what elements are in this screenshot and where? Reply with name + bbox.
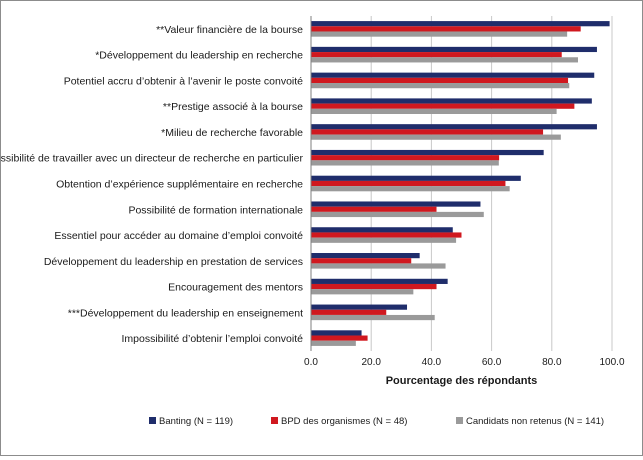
category-label: Impossibilité d’obtenir l’emploi convoit… xyxy=(121,333,303,345)
bar xyxy=(311,283,437,290)
category-label: Obtention d’expérience supplémentaire en… xyxy=(56,179,303,191)
bar xyxy=(311,263,446,269)
category-labels: **Valeur financière de la bourse *Dévelop… xyxy=(0,24,303,345)
category-label: Potentiel accru d’obtenir à l’avenir le … xyxy=(64,75,303,87)
legend-swatch xyxy=(271,417,278,424)
x-tick-labels: 0.0 20.0 40.0 60.0 80.0 100.0 xyxy=(304,357,625,368)
bar xyxy=(311,340,356,346)
bar xyxy=(311,258,412,264)
bar xyxy=(311,304,408,310)
category-label: *Développement du leadership en recherch… xyxy=(95,50,303,62)
bar xyxy=(311,57,578,63)
bar xyxy=(311,52,562,58)
bar xyxy=(311,149,544,156)
bar xyxy=(311,77,569,84)
bar xyxy=(311,180,506,187)
x-tick-label: 0.0 xyxy=(304,357,318,368)
category-label: ***Développement du leadership en enseig… xyxy=(68,307,303,319)
x-axis-label: Pourcentage des répondants xyxy=(386,375,538,387)
bar xyxy=(311,31,568,37)
legend-label: BPD des organismes (N = 48) xyxy=(281,416,407,427)
legend-label: Candidats non retenus (N = 141) xyxy=(466,416,604,427)
bars xyxy=(311,21,610,346)
bar xyxy=(311,98,592,104)
bar xyxy=(311,227,453,233)
bar xyxy=(311,46,597,53)
bar xyxy=(311,134,561,140)
bar xyxy=(311,155,500,161)
category-label: *Possibilité de travailler avec un direc… xyxy=(1,153,303,165)
bar xyxy=(311,124,597,130)
x-tick-label: 60.0 xyxy=(482,357,502,368)
legend: Banting (N = 119) BPD des organismes (N =… xyxy=(149,416,604,427)
bar xyxy=(311,129,544,135)
bar xyxy=(311,314,435,321)
bar xyxy=(311,186,510,192)
category-label: *Milieu de recherche favorable xyxy=(161,127,303,139)
category-label: **Valeur financière de la bourse xyxy=(156,24,303,36)
bar xyxy=(311,72,595,78)
x-tick-label: 100.0 xyxy=(599,357,624,368)
bar xyxy=(311,108,557,114)
bar xyxy=(311,21,610,27)
bar xyxy=(311,253,420,259)
x-tick-label: 80.0 xyxy=(542,357,562,368)
legend-swatch xyxy=(456,417,463,424)
bar xyxy=(311,83,570,89)
category-label: Possibilité de formation internationale xyxy=(128,204,303,216)
x-tick-label: 20.0 xyxy=(361,357,381,368)
bar xyxy=(311,232,462,238)
bar xyxy=(311,26,581,32)
bar xyxy=(311,289,414,295)
bar xyxy=(311,160,499,166)
bar xyxy=(311,211,484,218)
legend-label: Banting (N = 119) xyxy=(159,416,233,427)
bar xyxy=(311,175,521,181)
bar xyxy=(311,103,575,109)
category-label: Essentiel pour accéder au domaine d’empl… xyxy=(54,230,303,242)
bar xyxy=(311,330,362,336)
category-label: Développement du leadership en prestatio… xyxy=(44,256,303,268)
bar xyxy=(311,335,368,341)
category-label: Encouragement des mentors xyxy=(168,282,303,294)
category-label: **Prestige associé à la bourse xyxy=(163,101,303,113)
bar xyxy=(311,206,437,212)
x-tick-label: 40.0 xyxy=(422,357,442,368)
bar xyxy=(311,278,448,284)
legend-swatch xyxy=(149,417,156,424)
bar xyxy=(311,201,481,207)
bar xyxy=(311,309,387,315)
bar xyxy=(311,237,457,243)
